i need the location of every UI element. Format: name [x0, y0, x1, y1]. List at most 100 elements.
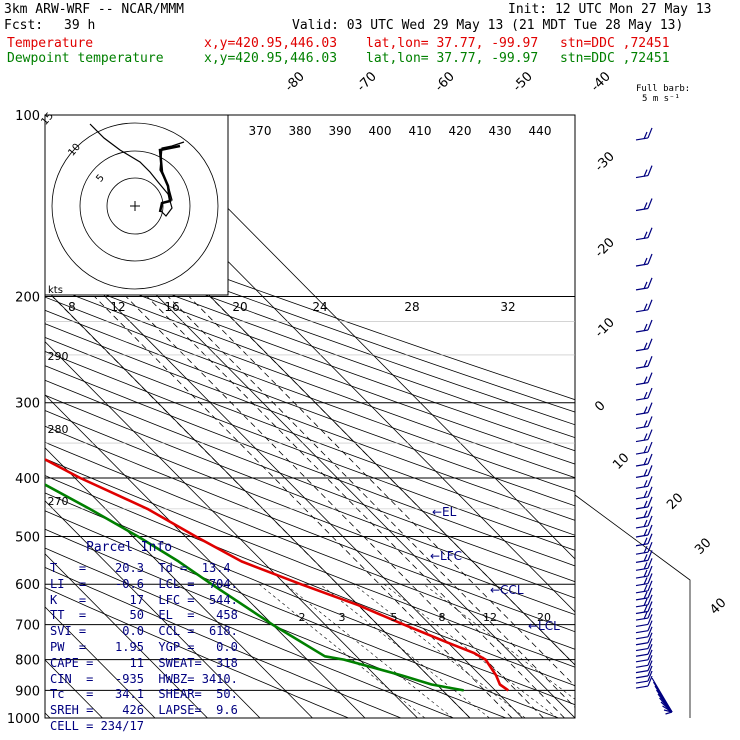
wind-barb [635, 575, 649, 579]
dewpoint-profile [45, 483, 464, 692]
wind-barb [643, 569, 648, 578]
wind-barb [635, 175, 649, 179]
wind-barb [643, 545, 648, 554]
isotherm-label: -20 [592, 235, 618, 261]
mixing-ratio-line [285, 583, 453, 718]
wind-barb [635, 137, 649, 141]
mixing-ratio-label: 5 [391, 611, 398, 624]
wind-barb [643, 528, 648, 537]
hodograph: 15 10 5 kts [39, 111, 229, 296]
theta-label: 380 [289, 124, 312, 138]
pressure-label: 400 [15, 472, 40, 487]
parcel-info-row: TT = 50 EL = 458 [50, 608, 238, 623]
model-title: 3km ARW-WRF -- NCAR/MMM [4, 2, 185, 17]
temperature-legend: Temperature [7, 36, 94, 51]
pressure-label: 300 [15, 397, 40, 412]
dry-adiabat [45, 365, 575, 567]
wind-barb [635, 590, 649, 594]
wind-barb [647, 319, 653, 331]
wind-barb [647, 402, 653, 413]
isotherm-label: 10 [610, 451, 632, 473]
init-time: Init: 12 UTC Mon 27 May 13 [508, 2, 712, 17]
wind-barb [647, 486, 653, 498]
wind-barb [635, 287, 649, 291]
wind-barb [635, 451, 649, 455]
isotherm-label: 30 [692, 536, 714, 558]
hodograph-ring-label: 5 [94, 173, 107, 185]
wind-barb [635, 675, 649, 679]
wind-barb [643, 391, 648, 400]
forecast-label: Fcst: [4, 18, 44, 33]
parcel-info-row: K = 17 LFC = 544. [50, 592, 238, 607]
wind-barb [647, 429, 653, 440]
isotherm-label: -40 [588, 69, 614, 95]
dry-adiabat [45, 425, 575, 633]
wind-barb [647, 655, 653, 666]
wind-barb [647, 506, 653, 517]
dry-adiabat [45, 475, 575, 687]
wind-barb [647, 453, 653, 465]
wind-barb [647, 541, 653, 553]
dry-adiabat [45, 458, 575, 668]
parcel-annotation: ←CCL [490, 583, 524, 597]
theta-label: 440 [529, 124, 552, 138]
valid-time: Valid: 03 UTC Wed 29 May 13 (21 MDT Tue … [292, 18, 684, 33]
temperature-latlon: lat,lon= 37.77, -99.97 [366, 36, 539, 51]
parcel-annotation: ←LFC [430, 549, 462, 563]
wind-barb [635, 597, 649, 601]
moist-adiabat [209, 296, 575, 666]
wind-barb [643, 537, 648, 545]
pressure-label: 500 [15, 530, 40, 545]
wind-barb [647, 277, 653, 289]
barb-panel-edge [574, 494, 691, 718]
wind-barb [635, 506, 649, 510]
wind-barb [643, 342, 648, 350]
parcel-info-row: SREH = 426 LAPSE= 9.6 [50, 703, 238, 718]
wind-barb [635, 617, 649, 621]
wind-barb [643, 469, 648, 477]
mixing-ratio-label: 12 [483, 611, 497, 624]
pressure-label: 700 [15, 619, 40, 634]
parcel-info-row: Tc = 34.1 SHEAR= 50. [50, 687, 238, 702]
theta-e-label: 20 [232, 300, 247, 314]
wind-barb [647, 356, 653, 367]
wind-barb [643, 376, 648, 384]
mixing-ratio-line [383, 583, 558, 718]
wind-barb [647, 524, 653, 536]
wind-barb [647, 465, 653, 476]
theta-label: 390 [329, 124, 352, 138]
wind-barb [647, 573, 653, 584]
isotherm-label: -70 [354, 69, 380, 95]
wind-barb [635, 653, 649, 657]
dry-adiabat [45, 394, 575, 599]
wind-barb [635, 647, 649, 652]
wind-barb [635, 604, 649, 608]
wind-barb [643, 605, 648, 613]
wind-barb [647, 165, 653, 176]
wind-barb [635, 485, 649, 489]
wind-barb [647, 338, 653, 349]
parcel-annotation: ←EL [432, 505, 457, 519]
wind-barb [635, 582, 649, 587]
parcel-info-row: CAPE = 11 SWEAT= 318 [50, 655, 238, 670]
wind-barbs [635, 127, 673, 715]
wind-barb [635, 670, 649, 674]
theta-label: 400 [369, 124, 392, 138]
dry-adiabat [45, 410, 575, 616]
theta-left-label: 280 [48, 423, 69, 436]
wind-barb [635, 263, 649, 267]
wind-barb [643, 611, 648, 620]
wind-barb [647, 607, 653, 619]
wind-barb [635, 382, 649, 386]
hodograph-trace [89, 123, 185, 217]
wind-barb [647, 594, 653, 606]
wind-barb [635, 207, 649, 212]
wind-barb [635, 365, 649, 369]
wind-barb [635, 659, 649, 663]
wind-barb [643, 562, 648, 570]
isotherm [135, 115, 575, 560]
wind-barb [635, 329, 649, 333]
theta-e-label: 16 [164, 300, 179, 314]
wind-barb [635, 496, 649, 500]
dry-adiabat [45, 510, 559, 718]
